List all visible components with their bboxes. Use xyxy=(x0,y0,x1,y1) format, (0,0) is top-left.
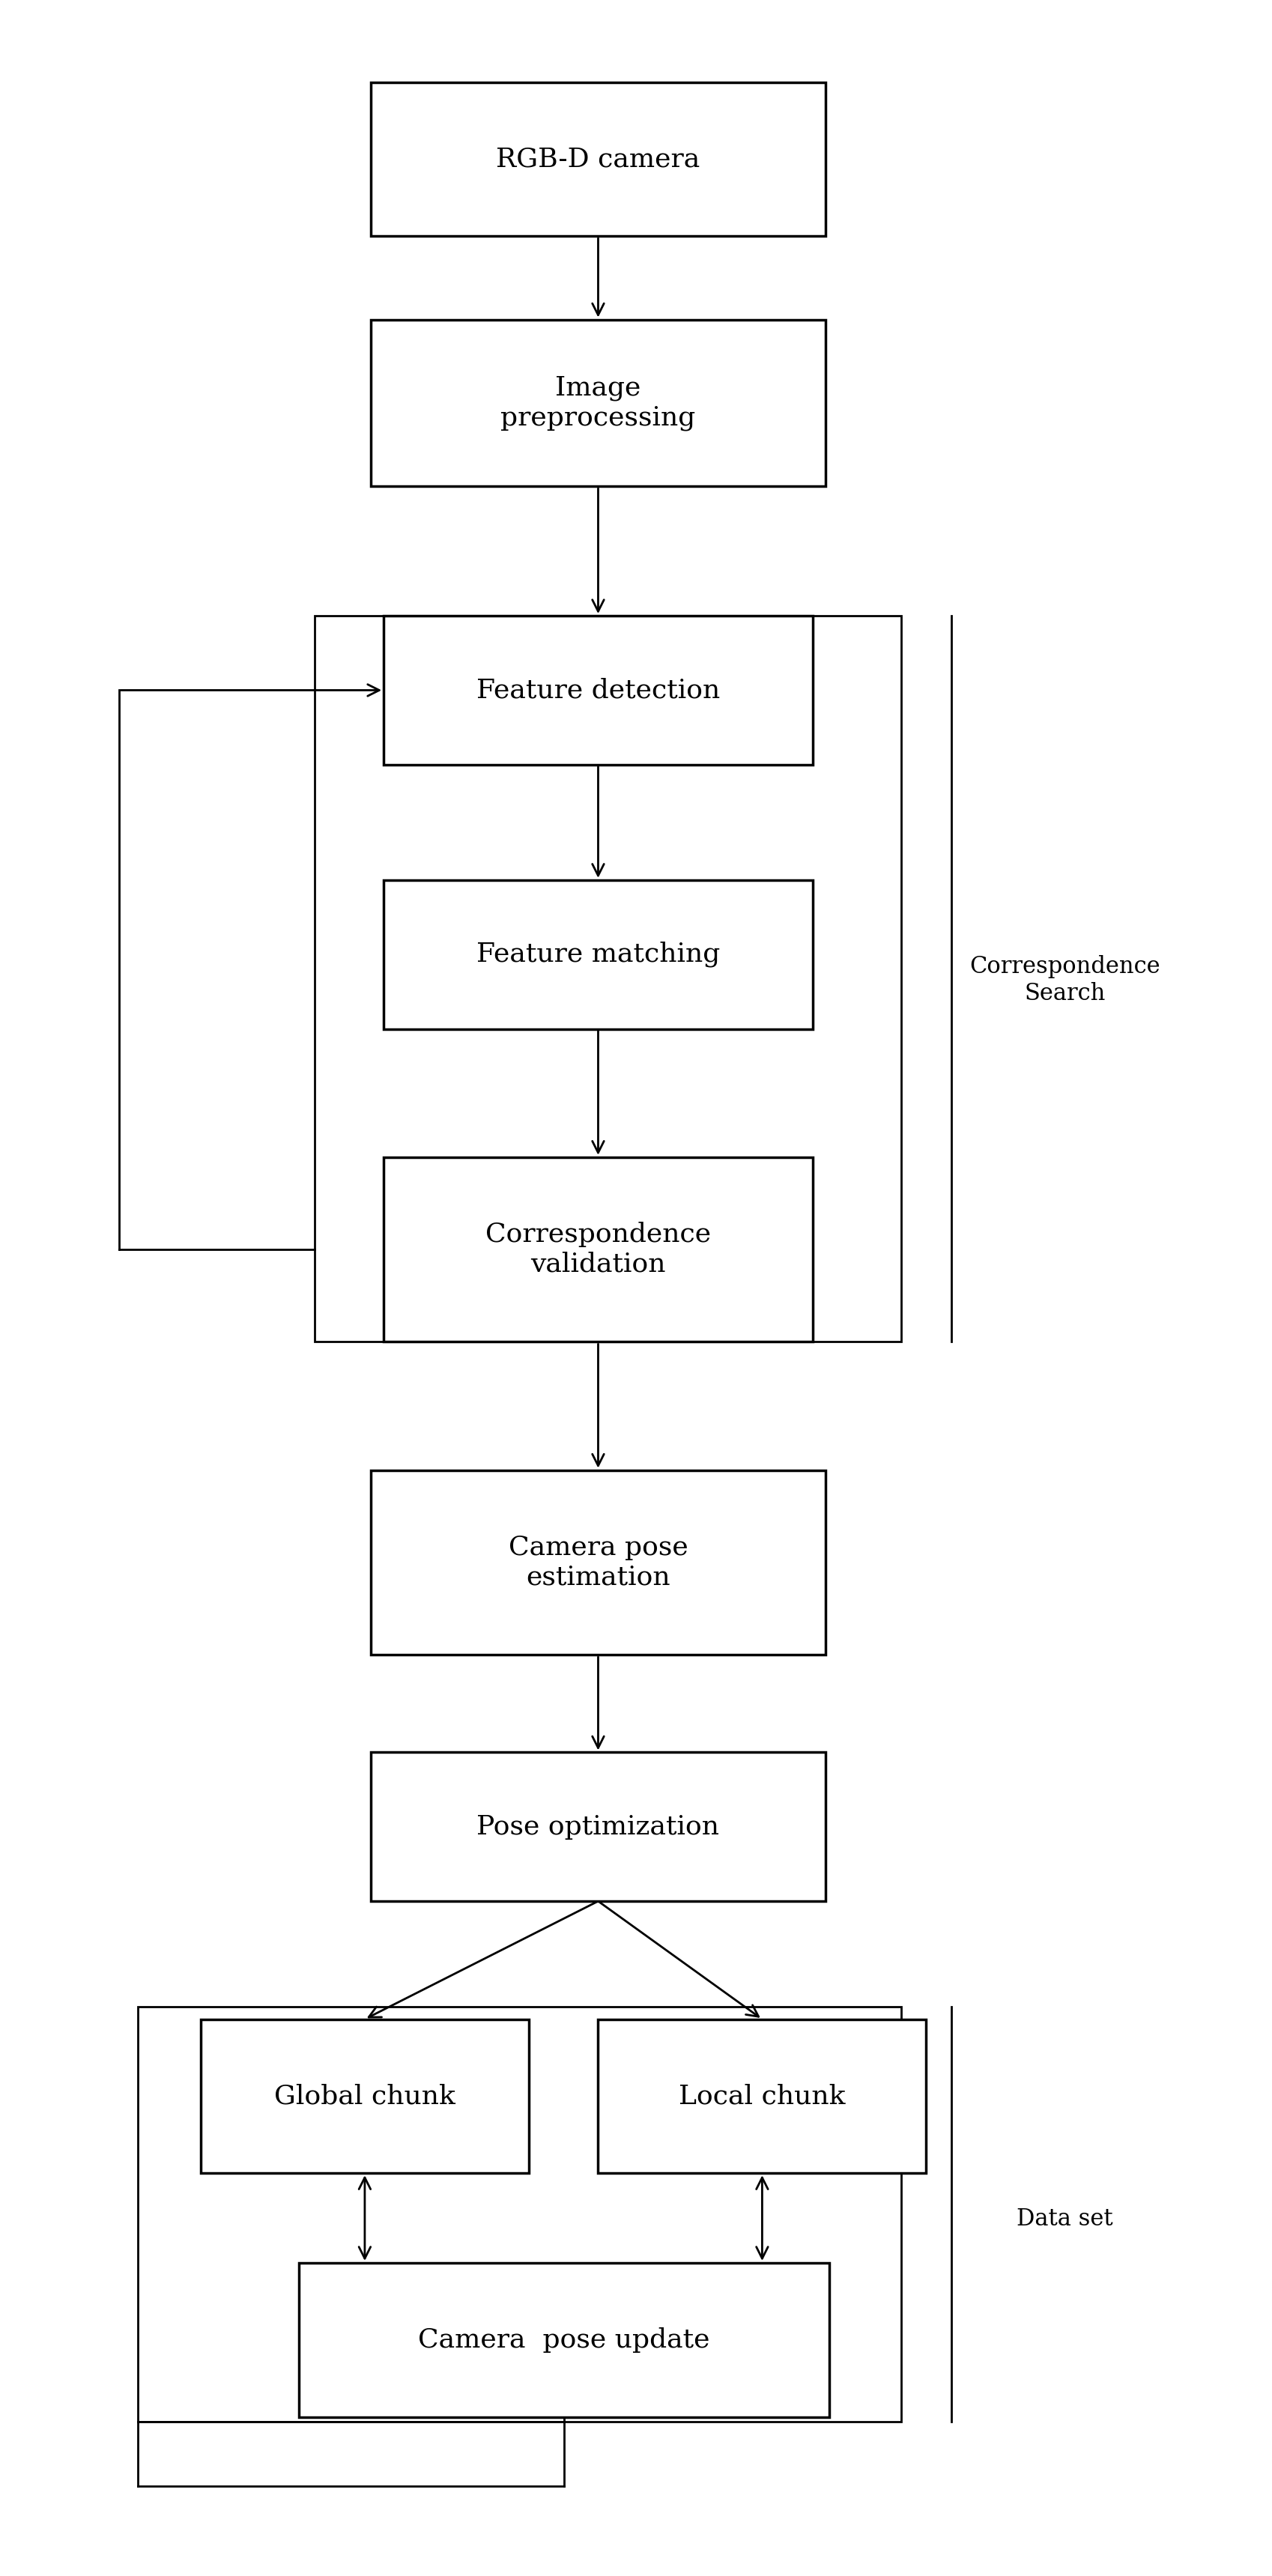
Bar xyxy=(384,616,813,765)
Text: Camera pose
estimation: Camera pose estimation xyxy=(509,1535,688,1589)
Bar xyxy=(384,881,813,1028)
Bar xyxy=(201,2020,529,2174)
Text: Image
preprocessing: Image preprocessing xyxy=(501,376,696,430)
Bar xyxy=(371,1752,826,1901)
Text: Pose optimization: Pose optimization xyxy=(477,1814,720,1839)
Text: RGB-D camera: RGB-D camera xyxy=(496,147,700,173)
Text: Data set: Data set xyxy=(1016,2208,1113,2231)
Bar xyxy=(314,616,901,1342)
Bar xyxy=(598,2020,926,2174)
Text: Feature matching: Feature matching xyxy=(476,943,720,969)
Text: Local chunk: Local chunk xyxy=(679,2084,846,2110)
Bar xyxy=(371,1471,826,1654)
Text: Global chunk: Global chunk xyxy=(275,2084,455,2110)
Bar xyxy=(371,82,826,237)
Bar xyxy=(371,319,826,487)
Bar xyxy=(137,2007,901,2421)
Text: Correspondence
validation: Correspondence validation xyxy=(486,1221,711,1278)
Text: Camera  pose update: Camera pose update xyxy=(418,2326,710,2352)
Text: Correspondence
Search: Correspondence Search xyxy=(969,956,1160,1005)
Bar xyxy=(299,2262,829,2416)
Text: Feature detection: Feature detection xyxy=(476,677,720,703)
Bar xyxy=(384,1157,813,1342)
